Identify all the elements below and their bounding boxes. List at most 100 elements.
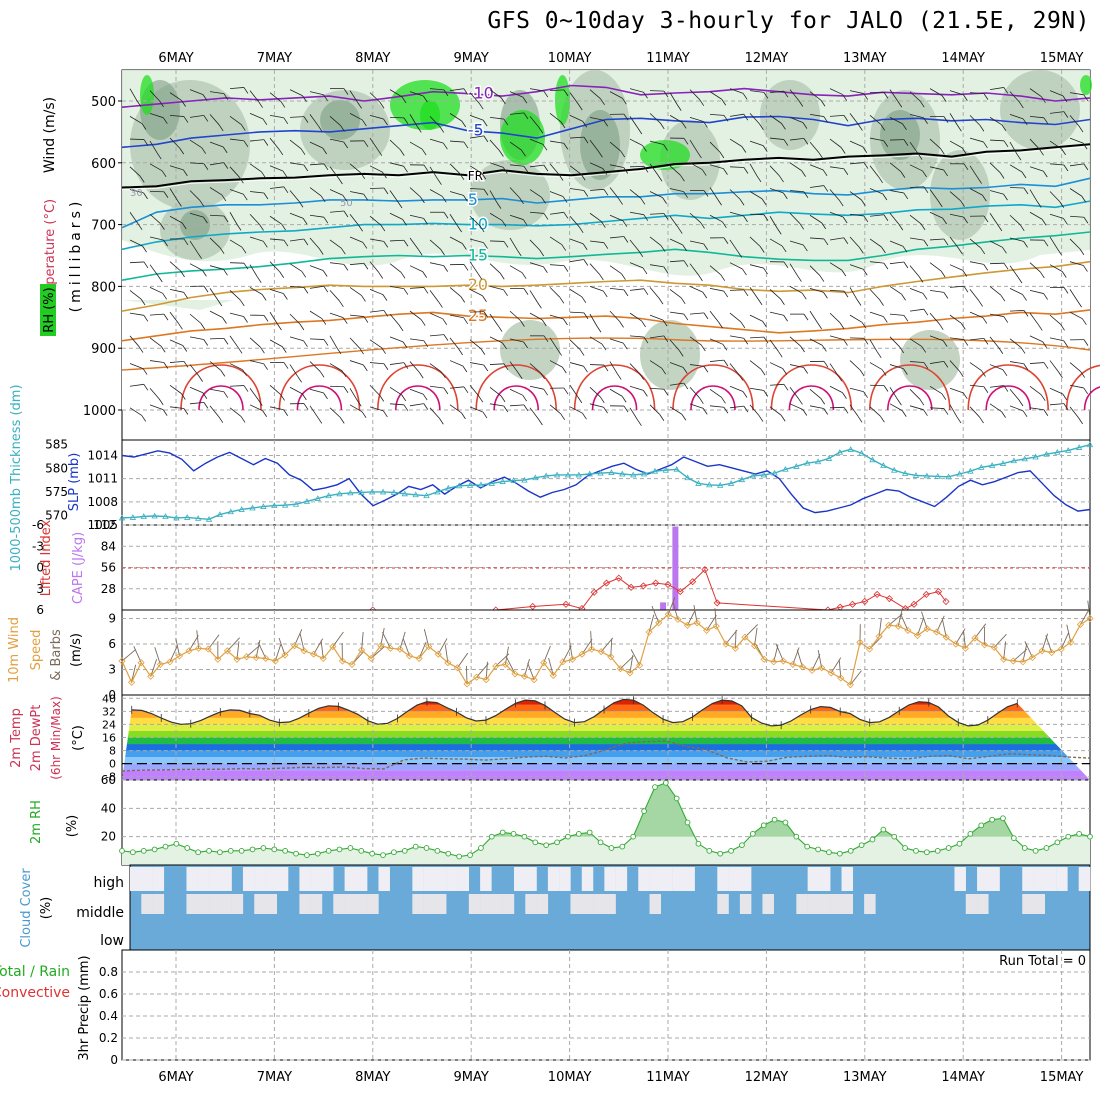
wind-barb-flag <box>979 416 984 424</box>
run-total: Run Total = 0 <box>999 954 1086 969</box>
wind-barb-flag <box>543 213 549 220</box>
wind-barb <box>469 92 480 104</box>
wind-barb-flag <box>880 415 885 423</box>
rh-2m-marker <box>1054 839 1061 846</box>
wind-speed-marker <box>645 628 653 636</box>
top-day-label: 12MAY <box>745 51 789 66</box>
wind-barb <box>289 89 303 97</box>
wind-barb <box>789 364 804 368</box>
wind-speed-marker <box>473 673 481 681</box>
rh-2m-marker <box>173 840 180 847</box>
wind-barb <box>949 140 963 149</box>
wind-barb-flag <box>919 100 925 108</box>
wind-10m-frame <box>121 609 1091 696</box>
wind-barb-flag <box>1057 248 1062 256</box>
rh-2m-marker <box>782 819 789 826</box>
wind-barb-flag <box>763 214 769 221</box>
wind-barb <box>189 364 199 376</box>
wind-barb-flag <box>641 320 646 328</box>
wind-barb-flag <box>881 369 887 376</box>
wind-barb <box>249 388 259 400</box>
wind-barb-flag <box>1022 410 1028 418</box>
li-tick-label: 6 <box>36 603 44 617</box>
wind-barb <box>729 88 744 94</box>
rh-green-blob <box>140 75 154 115</box>
wind-speed-marker <box>358 646 366 654</box>
wind-barb <box>269 92 282 102</box>
wind-barb <box>729 335 744 339</box>
wind-barb <box>589 139 599 152</box>
wind-barb <box>409 388 424 395</box>
cloud-mid-clear <box>434 894 447 914</box>
wind-barb-flag <box>502 167 508 174</box>
pressure-tick-label: 800 <box>91 280 116 295</box>
wind-barb-flag <box>1023 310 1029 317</box>
wind-10m-barb <box>630 649 640 666</box>
wind-barb <box>509 310 521 321</box>
wind-barb-flag <box>462 365 468 373</box>
wind-barb <box>149 213 161 224</box>
wind-barb <box>769 289 781 300</box>
rh-blob <box>500 320 560 380</box>
wind-barb-flag <box>583 312 589 320</box>
wind-barb-flag <box>303 164 309 172</box>
rh-2m-marker <box>140 847 147 854</box>
cloud-high-clear <box>672 867 684 891</box>
wind-speed-marker <box>377 642 385 650</box>
wind-barb <box>549 163 560 175</box>
wind-barb-flag <box>1058 371 1063 378</box>
wind-barb <box>149 90 160 102</box>
cloud-high-clear <box>660 867 673 891</box>
wind-10m-barb <box>993 633 1007 648</box>
wind-barb <box>829 211 844 218</box>
wind-barb <box>909 164 923 172</box>
wind-barb-flag <box>919 398 925 406</box>
wind-barb-flag <box>162 293 168 300</box>
wind-barb-flag <box>1041 96 1046 103</box>
wind-barb <box>289 386 303 395</box>
wind-barb-flag <box>162 409 168 416</box>
wind-barb-flag <box>461 120 467 128</box>
wind-barb-flag <box>923 308 929 316</box>
wind-barb-flag <box>379 102 385 109</box>
wind-barb <box>169 289 184 293</box>
wind-barb-flag <box>1018 399 1024 407</box>
wind-barb <box>209 214 225 217</box>
wind-barb-flag <box>499 273 505 280</box>
wind-barb <box>1049 191 1061 202</box>
wind-barb-flag <box>577 103 583 111</box>
wind-barb-flag <box>660 245 666 252</box>
wind-barb <box>409 114 418 127</box>
wind-barb <box>349 191 364 195</box>
isotherm-10 <box>121 200 1091 251</box>
wind-barb <box>269 384 281 395</box>
wind-barb-flag <box>601 343 607 351</box>
wind-barb-flag <box>462 243 467 250</box>
wind-barb <box>649 163 659 176</box>
cloud-high-clear <box>322 867 334 891</box>
wind-barb <box>849 191 862 201</box>
wind-barb <box>1049 360 1059 372</box>
wind-barb-flag <box>938 323 944 330</box>
wind-speed-marker <box>147 672 155 680</box>
wind-barb <box>309 405 319 418</box>
top-day-label: 9MAY <box>454 51 489 66</box>
wind-barb-flag <box>283 186 289 194</box>
wind-barb-flag <box>663 335 669 343</box>
wind-barb <box>289 212 304 219</box>
wind-speed-marker <box>549 671 557 680</box>
wind-barb <box>909 186 925 188</box>
wind-barb <box>349 262 364 266</box>
wind-barb <box>449 337 459 350</box>
wind-barb <box>509 404 524 407</box>
wind-barb-flag <box>783 384 789 391</box>
wind-barb <box>709 359 724 362</box>
wind-barb-flag <box>403 288 409 295</box>
chart-title: GFS 0~10day 3-hourly for JALO (21.5E, 29… <box>487 8 1090 34</box>
wind-barb-flag <box>261 294 267 301</box>
wind-speed-marker <box>214 655 222 663</box>
rh-2m-marker <box>1032 847 1039 854</box>
wind-barb <box>629 407 638 420</box>
wind-barb-flag <box>663 266 669 274</box>
wind-barb-flag <box>843 168 849 175</box>
